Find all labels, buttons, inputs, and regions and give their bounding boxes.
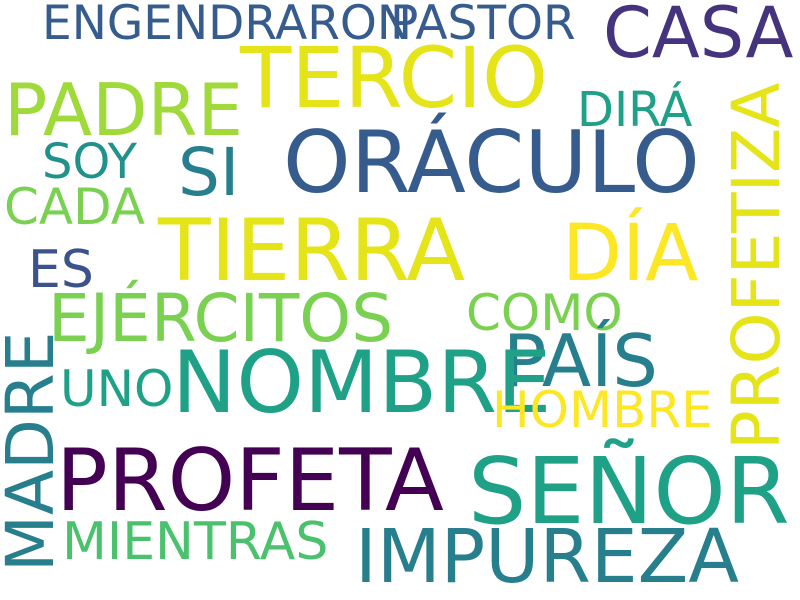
word-pastor: PASTOR [390, 0, 576, 51]
word-si: SI [178, 134, 240, 211]
word-como: COMO [466, 284, 623, 342]
word-mientras: MIENTRAS [62, 512, 329, 572]
word-dira: DIRÁ [577, 82, 693, 138]
word-tercio: TERCIO [240, 29, 549, 127]
word-profeta: PROFETA [56, 431, 444, 531]
word-senor: SEÑOR [468, 438, 790, 545]
word-cada: CADA [4, 178, 145, 236]
word-engendraron: ENGENDRARON [42, 0, 413, 51]
word-tierra: TIERRA [158, 201, 466, 301]
word-soy: SOY [42, 134, 137, 190]
word-dia: DÍA [562, 209, 699, 299]
word-nombre: NOMBRE [172, 333, 552, 433]
word-ejercitos: EJÉRCITOS [48, 280, 394, 357]
word-profetiza: PROFETIZA [718, 82, 795, 450]
word-es: ES [28, 240, 94, 300]
word-impureza: IMPUREZA [355, 514, 739, 600]
word-madre: MADRE [0, 331, 69, 572]
word-pais: PAÍS [503, 319, 659, 403]
word-padre: PADRE [4, 68, 244, 152]
word-oraculo: ORÁCULO [283, 113, 700, 213]
word-hombre: HOMBRE [492, 381, 713, 439]
word-uno: UNO [60, 360, 174, 418]
word-casa: CASA [603, 0, 794, 74]
